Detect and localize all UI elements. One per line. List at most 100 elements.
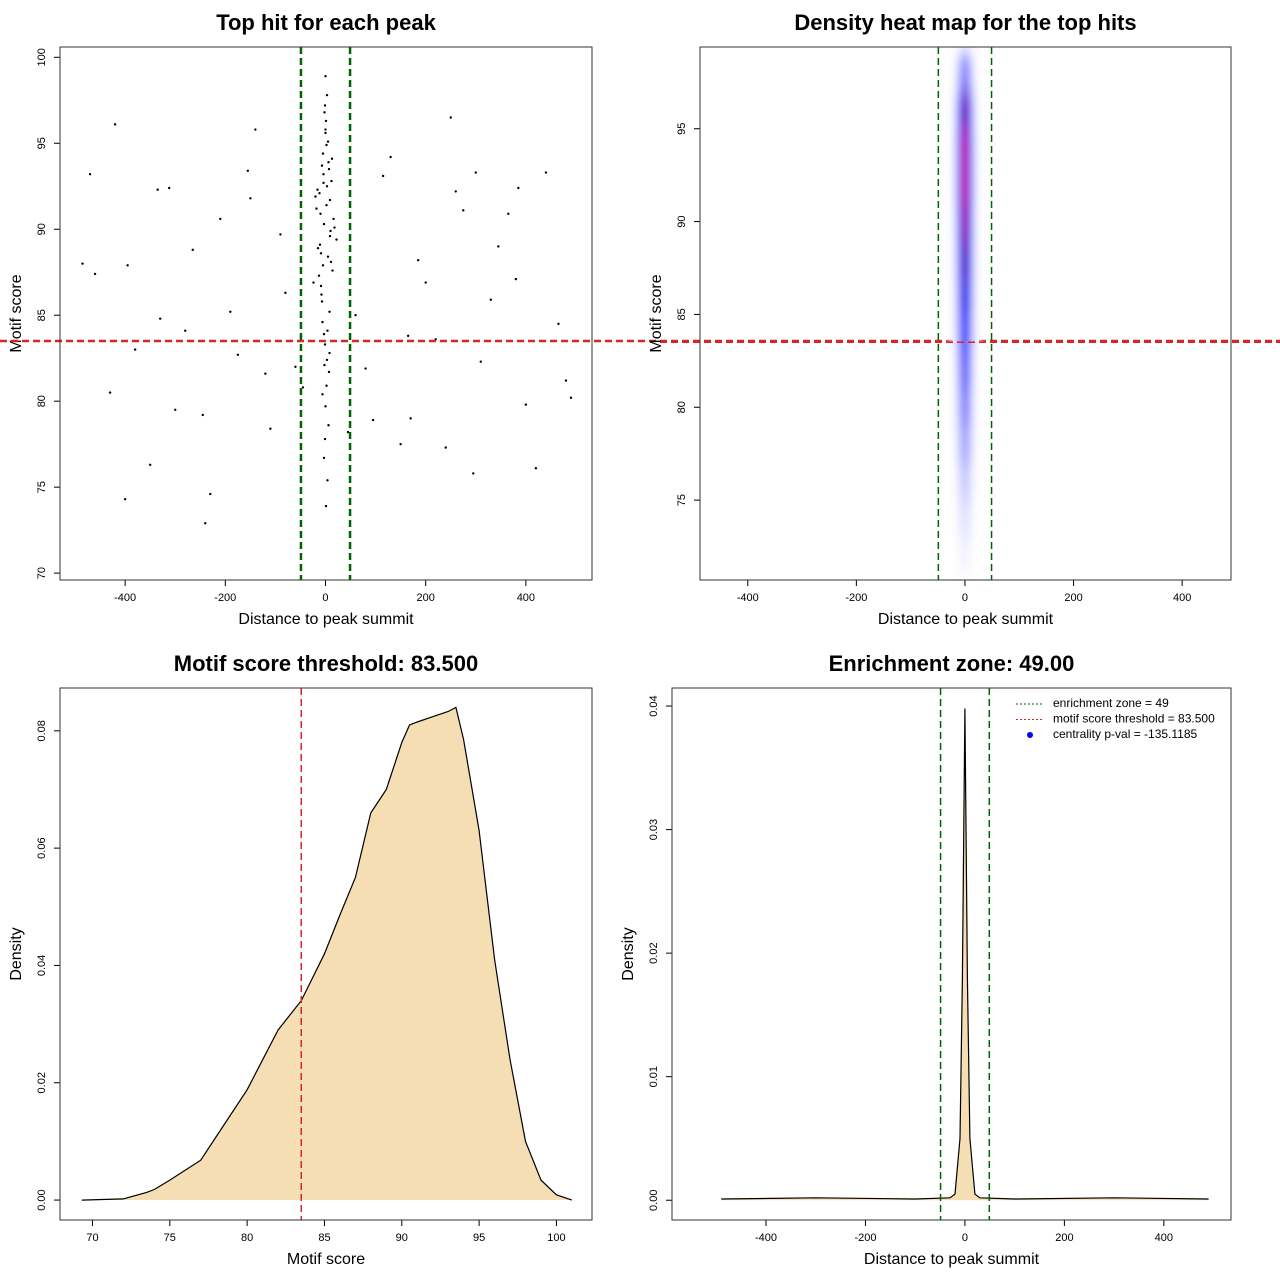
x-tick-label: 95 bbox=[473, 1232, 485, 1244]
heat-cell bbox=[975, 425, 981, 463]
heat-cell bbox=[949, 165, 955, 203]
y-tick-label: 75 bbox=[676, 494, 688, 506]
point bbox=[108, 391, 112, 394]
point bbox=[314, 195, 317, 198]
point bbox=[264, 372, 267, 375]
point bbox=[364, 367, 367, 370]
heat-cell bbox=[971, 165, 976, 203]
heat-cell bbox=[962, 203, 968, 241]
y-tick-label: 0.00 bbox=[36, 1189, 48, 1210]
density-line bbox=[721, 708, 1209, 1200]
heat-cell bbox=[975, 537, 981, 575]
x-tick-label: 200 bbox=[417, 592, 435, 604]
point bbox=[409, 417, 412, 420]
point bbox=[507, 212, 510, 215]
heat-cell bbox=[971, 314, 976, 352]
heat-cell bbox=[975, 54, 981, 92]
point bbox=[148, 463, 152, 467]
y-tick-label: 70 bbox=[36, 567, 48, 579]
x-axis-label: Distance to peak summit bbox=[238, 611, 414, 628]
point bbox=[330, 179, 333, 183]
x-tick-label: -200 bbox=[214, 592, 236, 604]
plot-frame bbox=[59, 687, 593, 1221]
heat-cell bbox=[954, 463, 959, 501]
heat-cell bbox=[975, 91, 981, 129]
point bbox=[204, 522, 207, 525]
point bbox=[254, 128, 257, 131]
point bbox=[319, 284, 323, 288]
point bbox=[320, 164, 324, 167]
heat-cell bbox=[949, 537, 955, 575]
point bbox=[325, 384, 328, 387]
heat-cell bbox=[958, 203, 963, 241]
point bbox=[323, 104, 327, 107]
point bbox=[326, 329, 329, 332]
point bbox=[294, 365, 297, 368]
heat-cells bbox=[949, 54, 981, 575]
heat-cell bbox=[971, 351, 976, 389]
point bbox=[389, 155, 392, 159]
heat-cell bbox=[949, 240, 955, 278]
heat-cell bbox=[971, 388, 976, 426]
point bbox=[325, 358, 329, 362]
point bbox=[219, 217, 222, 221]
point bbox=[322, 456, 326, 460]
point bbox=[279, 233, 282, 236]
point bbox=[324, 75, 327, 78]
heat-cell bbox=[954, 165, 959, 203]
y-tick-label: 90 bbox=[36, 223, 48, 235]
point bbox=[316, 246, 320, 250]
plot-area bbox=[721, 688, 1209, 1220]
heat-cell bbox=[967, 388, 972, 426]
point bbox=[329, 260, 333, 264]
heat-cell bbox=[967, 425, 972, 463]
heat-cell bbox=[967, 91, 972, 129]
point bbox=[329, 229, 332, 233]
point bbox=[93, 272, 97, 276]
point bbox=[449, 116, 452, 119]
heat-cell bbox=[958, 91, 963, 129]
heat-cell bbox=[954, 500, 959, 538]
point bbox=[324, 504, 328, 508]
y-tick-label: 85 bbox=[676, 308, 688, 320]
point bbox=[320, 293, 323, 296]
y-tick-label: 0.08 bbox=[36, 720, 48, 741]
x-tick-label: -400 bbox=[737, 592, 759, 604]
heat-cell bbox=[954, 203, 959, 241]
plot-frame bbox=[671, 687, 1232, 1221]
heat-cell bbox=[975, 314, 981, 352]
heat-cell bbox=[962, 500, 968, 538]
point bbox=[462, 209, 465, 212]
point bbox=[158, 317, 162, 320]
x-tick-label: 400 bbox=[1173, 592, 1191, 604]
point bbox=[316, 188, 319, 191]
y-tick-label: 0.06 bbox=[36, 837, 48, 858]
heat-cell bbox=[962, 128, 968, 166]
point bbox=[325, 143, 328, 147]
point bbox=[168, 186, 171, 190]
point bbox=[325, 93, 329, 97]
heat-cell bbox=[958, 314, 963, 352]
point bbox=[284, 291, 287, 295]
point bbox=[424, 281, 427, 284]
heat-cell bbox=[954, 425, 959, 463]
x-tick-label: 0 bbox=[962, 592, 968, 604]
point bbox=[324, 128, 327, 131]
point bbox=[312, 281, 315, 284]
heat-cell bbox=[967, 128, 972, 166]
point bbox=[569, 396, 573, 399]
point bbox=[454, 190, 457, 193]
heat-cell bbox=[949, 277, 955, 315]
x-tick-label: 70 bbox=[86, 1232, 98, 1244]
heat-cell bbox=[971, 91, 976, 129]
plot-area bbox=[81, 688, 573, 1220]
heat-cell bbox=[971, 463, 976, 501]
heat-cell bbox=[967, 54, 972, 92]
heat-cell bbox=[949, 463, 955, 501]
heat-cell bbox=[949, 54, 955, 92]
point bbox=[331, 269, 334, 272]
heat-cell bbox=[971, 500, 976, 538]
heat-cell bbox=[975, 351, 981, 389]
legend-swatch bbox=[1027, 732, 1033, 738]
heat-cell bbox=[962, 91, 968, 129]
